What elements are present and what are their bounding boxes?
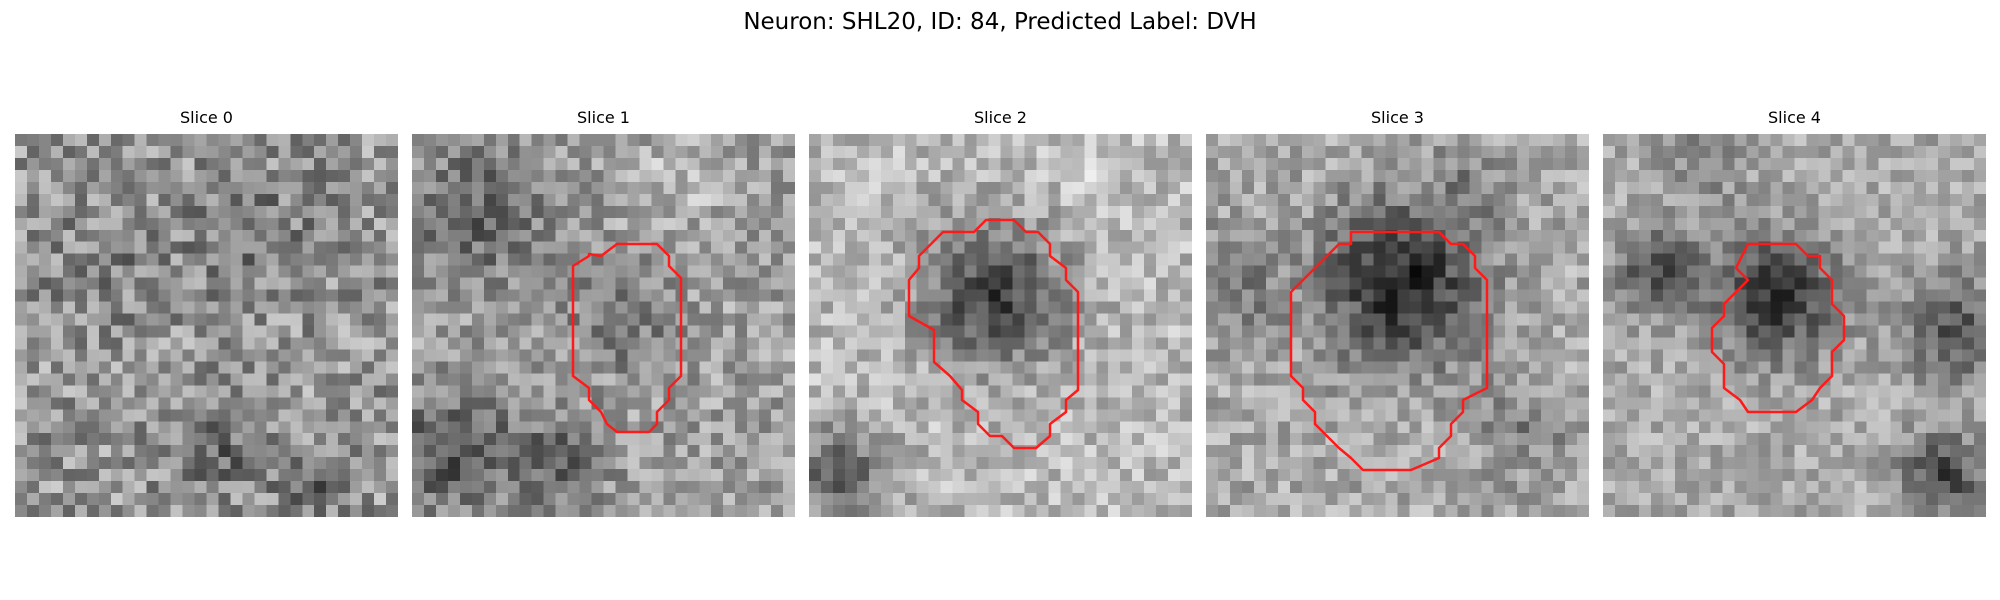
- roi-contour-4: [1710, 242, 1846, 414]
- slice-label-0: Slice 0: [180, 108, 233, 127]
- slice-image-3: [1206, 134, 1589, 517]
- slice-image-2: [809, 134, 1192, 517]
- slice-label-1: Slice 1: [577, 108, 630, 127]
- slice-panel-3: Slice 3: [1206, 108, 1589, 517]
- slice-panel-1: Slice 1: [412, 108, 795, 517]
- figure-title: Neuron: SHL20, ID: 84, Predicted Label: …: [743, 9, 1257, 35]
- slice-image-1: [412, 134, 795, 517]
- roi-contour-3: [1289, 230, 1489, 472]
- slice-panel-4: Slice 4: [1603, 108, 1986, 517]
- slice-label-2: Slice 2: [974, 108, 1027, 127]
- slice-label-4: Slice 4: [1768, 108, 1821, 127]
- roi-contour-2: [907, 218, 1080, 450]
- roi-contour-1: [571, 242, 683, 434]
- slice-image-4: [1603, 134, 1986, 517]
- slice-label-3: Slice 3: [1371, 108, 1424, 127]
- slice-panel-0: Slice 0: [15, 108, 398, 517]
- slice-image-0: [15, 134, 398, 517]
- slice-panel-2: Slice 2: [809, 108, 1192, 517]
